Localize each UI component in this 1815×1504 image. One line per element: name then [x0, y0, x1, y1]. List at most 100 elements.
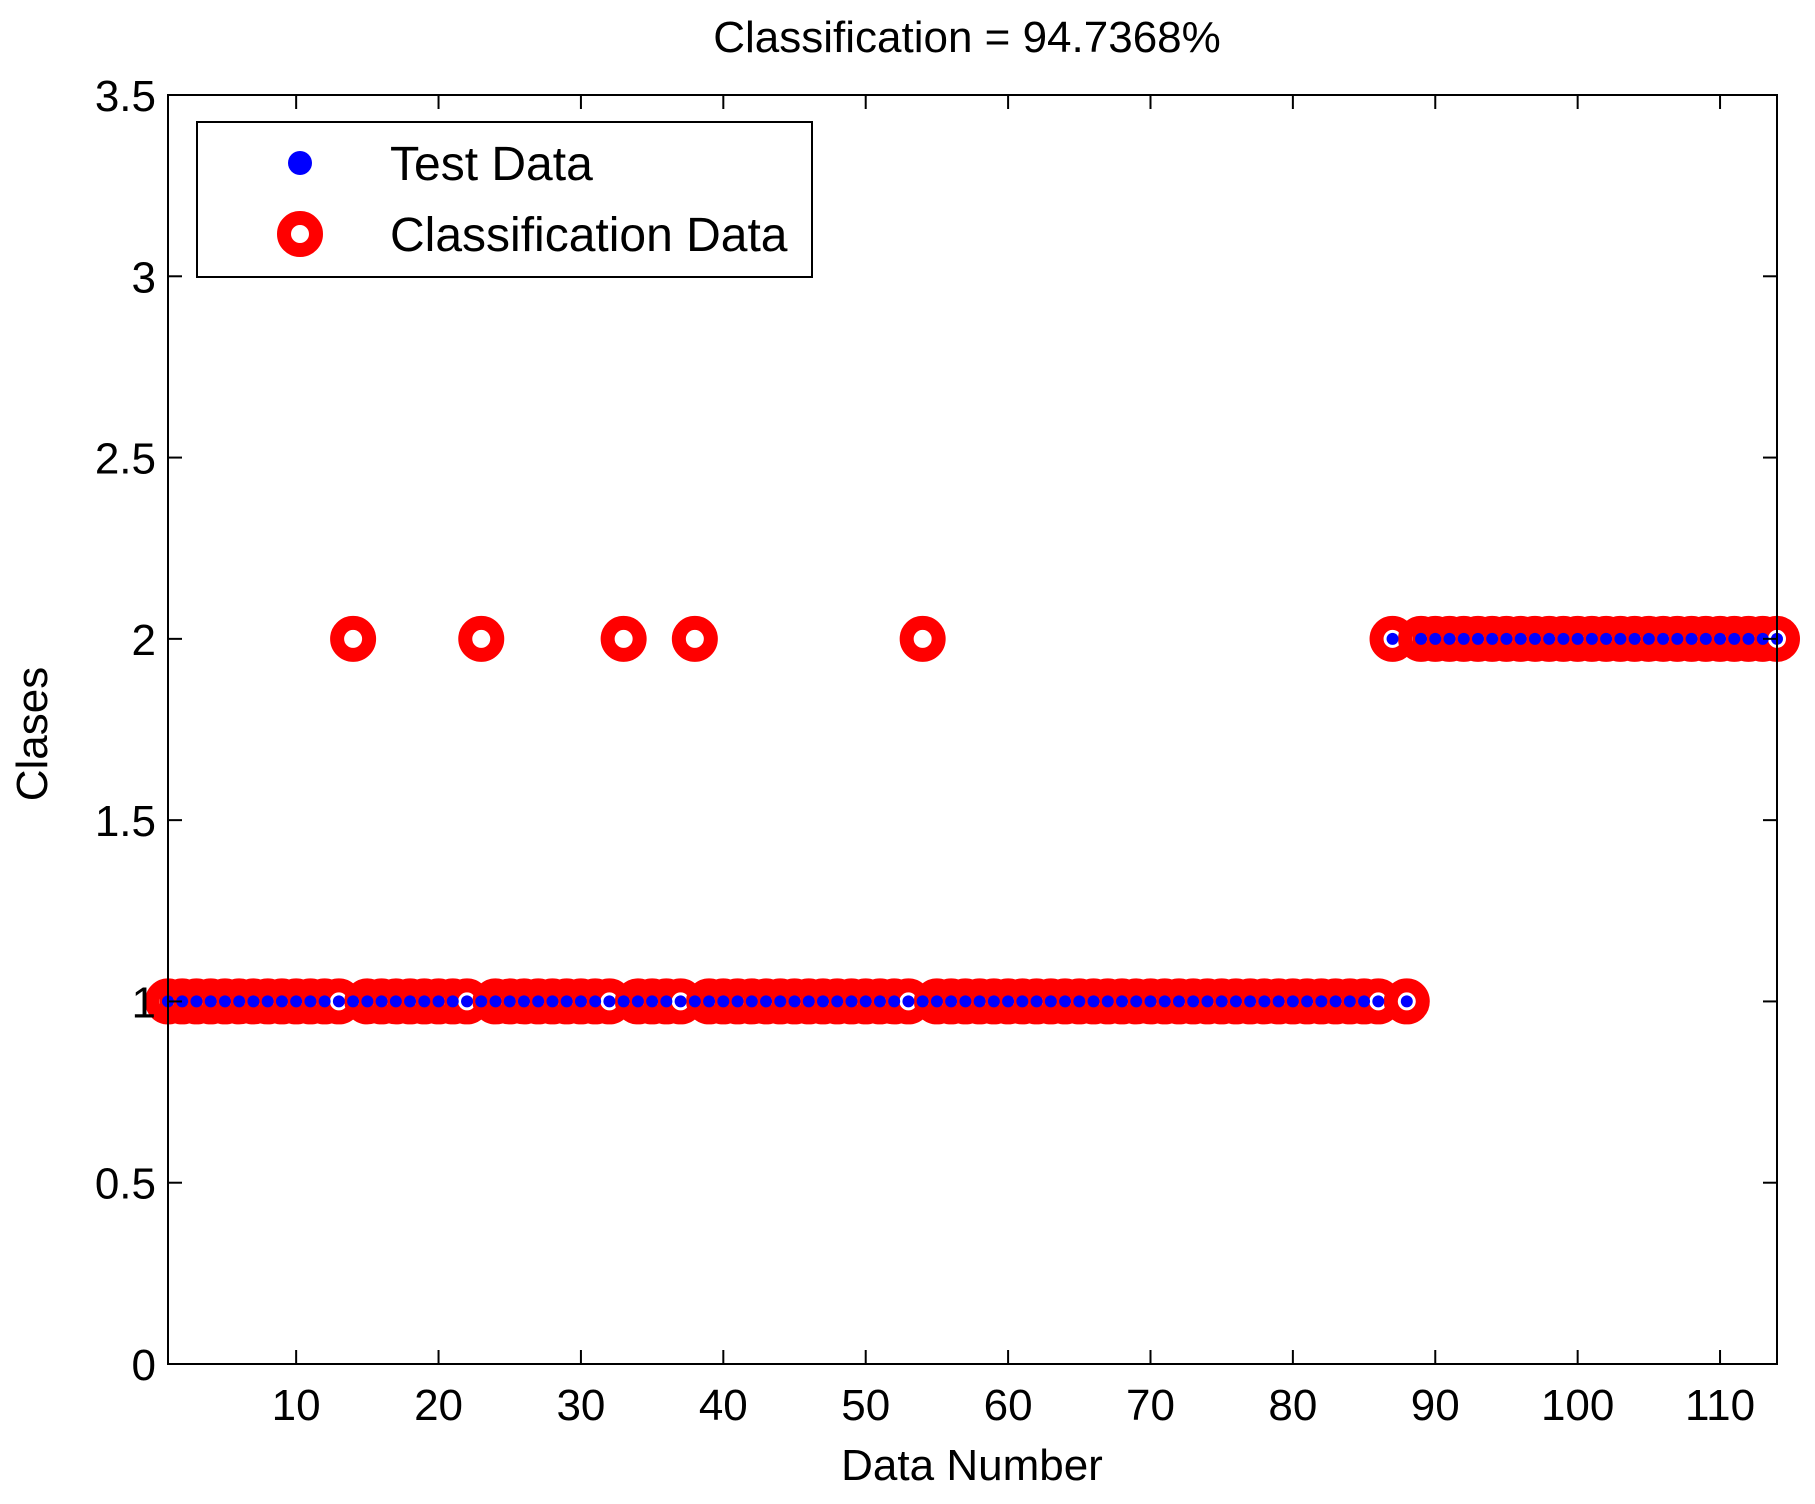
test-data-point	[1130, 995, 1143, 1008]
test-data-point	[1372, 995, 1385, 1008]
test-data-point	[760, 995, 773, 1008]
test-data-point	[461, 995, 474, 1008]
y-axis: 0 0.5 1 1.5 2 2.5 3 3.5	[95, 72, 1777, 1390]
test-data-point	[888, 995, 901, 1008]
test-data-point	[1315, 995, 1328, 1008]
chart-title: Classification = 94.7368%	[713, 13, 1221, 62]
test-data-point	[1201, 995, 1214, 1008]
y-tick-label: 0	[132, 1341, 156, 1390]
test-data-point	[987, 995, 1000, 1008]
test-data-point	[816, 995, 829, 1008]
test-data-point	[190, 995, 203, 1008]
test-data-point	[617, 995, 630, 1008]
x-axis-title: Data Number	[841, 1441, 1103, 1490]
test-data-point	[660, 995, 673, 1008]
test-data-point	[1642, 632, 1655, 645]
test-data-point	[873, 995, 886, 1008]
test-data-point	[1229, 995, 1242, 1008]
test-data-point	[831, 995, 844, 1008]
x-tick-label: 50	[841, 1381, 890, 1430]
test-data-point	[1301, 995, 1314, 1008]
test-data-point	[1244, 995, 1257, 1008]
test-data-point	[1614, 632, 1627, 645]
test-data-point	[546, 995, 559, 1008]
test-data-point	[347, 995, 360, 1008]
test-data-point	[261, 995, 274, 1008]
y-tick-label: 1	[132, 978, 156, 1027]
test-data-point	[674, 995, 687, 1008]
classification-data-point	[600, 615, 647, 662]
test-data-point	[859, 995, 872, 1008]
test-data-point	[489, 995, 502, 1008]
x-tick-label: 100	[1541, 1381, 1614, 1430]
test-data-point	[404, 995, 417, 1008]
test-data-point	[1429, 632, 1442, 645]
classification-data-point	[330, 615, 377, 662]
test-data-point	[204, 995, 217, 1008]
test-data-point	[1386, 632, 1399, 645]
test-data-point	[1557, 632, 1570, 645]
x-tick-label: 40	[699, 1381, 748, 1430]
test-data-point	[731, 995, 744, 1008]
test-data-point	[930, 995, 943, 1008]
test-data-point	[1500, 632, 1513, 645]
y-tick-label: 3.5	[95, 72, 156, 121]
test-data-point	[375, 995, 388, 1008]
test-data-point	[503, 995, 516, 1008]
x-tick-label: 10	[272, 1381, 321, 1430]
test-data-point	[1756, 632, 1769, 645]
x-axis: 10 20 30 40 50 60 70 80 90 100 110	[272, 95, 1755, 1430]
test-data-point	[1172, 995, 1185, 1008]
test-data-point	[361, 995, 374, 1008]
test-data-point	[176, 995, 189, 1008]
x-tick-label: 110	[1685, 1381, 1755, 1430]
test-data-point	[646, 995, 659, 1008]
test-data-point	[290, 995, 303, 1008]
legend-classification-data-marker	[277, 211, 323, 257]
test-data-point	[1101, 995, 1114, 1008]
y-tick-label: 0.5	[95, 1160, 156, 1209]
test-data-point	[560, 995, 573, 1008]
test-data-point	[1699, 632, 1712, 645]
test-data-point	[1016, 995, 1029, 1008]
test-data-point	[1258, 995, 1271, 1008]
classification-data-point	[671, 615, 718, 662]
y-axis-title: Clases	[8, 667, 57, 802]
test-data-point	[717, 995, 730, 1008]
test-data-point	[517, 995, 530, 1008]
test-data-point	[603, 995, 616, 1008]
test-data-point	[745, 995, 758, 1008]
test-data-point	[1543, 632, 1556, 645]
test-data-point	[1671, 632, 1684, 645]
test-data-point	[1600, 632, 1613, 645]
plot-area-frame	[167, 94, 1778, 1365]
test-data-point	[1059, 995, 1072, 1008]
x-tick-label: 80	[1268, 1381, 1317, 1430]
test-data-point	[1044, 995, 1057, 1008]
test-data-point	[233, 995, 246, 1008]
test-data-point	[1343, 995, 1356, 1008]
test-data-point	[1728, 632, 1741, 645]
y-tick-label: 2	[132, 616, 156, 665]
test-data-point	[1087, 995, 1100, 1008]
x-tick-label: 20	[414, 1381, 463, 1430]
test-data-point	[631, 995, 644, 1008]
legend-test-data-label: Test Data	[390, 138, 593, 191]
test-data-point	[446, 995, 459, 1008]
test-data-point	[1571, 632, 1584, 645]
test-data-point	[1286, 995, 1299, 1008]
test-data-point	[1443, 632, 1456, 645]
y-tick-label: 3	[132, 253, 156, 302]
test-data-point	[1528, 632, 1541, 645]
classification-data-point	[458, 615, 505, 662]
test-data-point	[788, 995, 801, 1008]
test-data-point	[332, 995, 345, 1008]
test-data-series	[162, 632, 1783, 1008]
test-data-point	[1002, 995, 1015, 1008]
test-data-point	[1685, 632, 1698, 645]
legend-test-data-marker	[288, 151, 312, 175]
test-data-point	[1585, 632, 1598, 645]
test-data-point	[902, 995, 915, 1008]
test-data-point	[845, 995, 858, 1008]
x-tick-label: 30	[556, 1381, 605, 1430]
